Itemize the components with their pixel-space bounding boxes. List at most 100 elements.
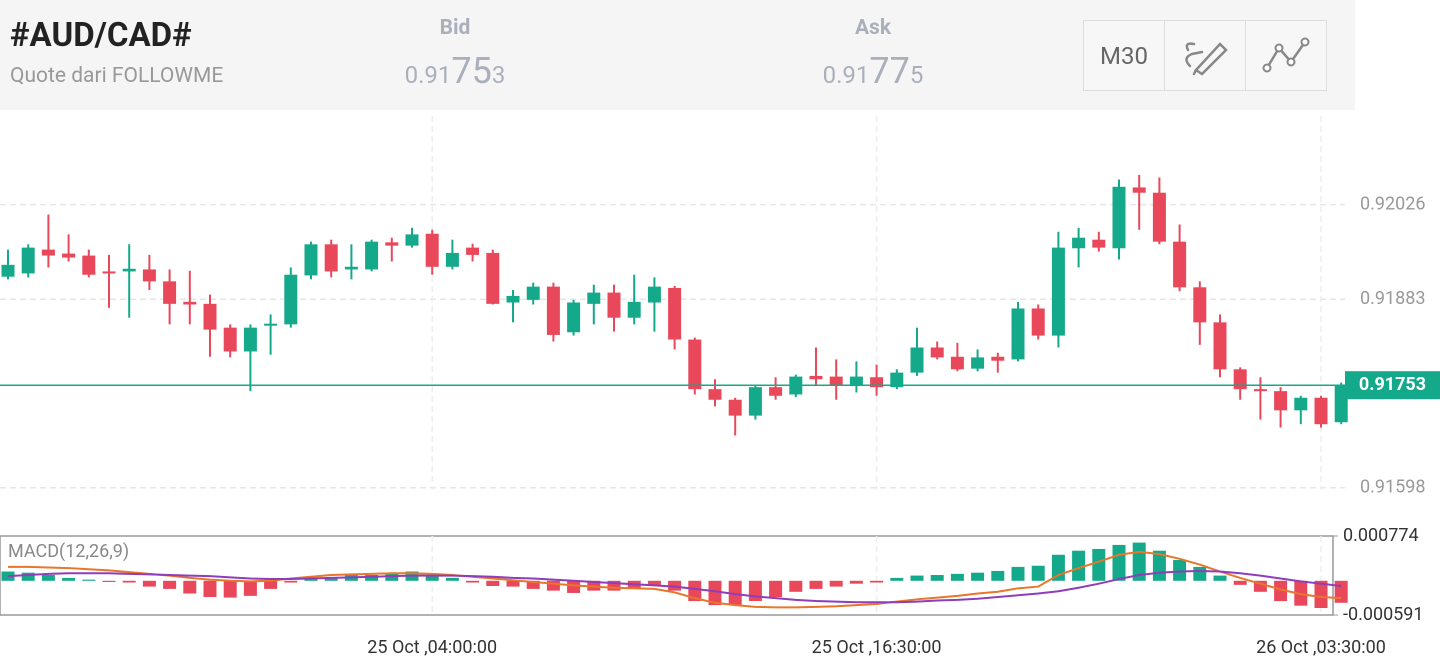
histogram-bar	[1011, 566, 1025, 581]
histogram-bar	[243, 580, 257, 596]
histogram-bar	[425, 575, 439, 581]
macd-line	[7, 569, 1342, 604]
indicator-icon	[1262, 37, 1310, 72]
candle-body	[1031, 308, 1045, 336]
candle-body	[1112, 186, 1126, 249]
candle-body	[183, 301, 197, 305]
candle-body	[122, 268, 136, 272]
histogram-bar	[203, 580, 217, 598]
bid-suffix: 3	[491, 61, 506, 89]
histogram-bar	[567, 580, 581, 593]
histogram-bar	[1274, 580, 1288, 602]
histogram-bar	[21, 572, 35, 581]
histogram-bar	[506, 580, 520, 587]
candle-body	[142, 269, 156, 282]
candle-body	[1213, 322, 1227, 370]
histogram-bar	[647, 580, 661, 587]
candle-body	[1173, 241, 1187, 288]
y-tick-label: -0.000591	[1343, 604, 1424, 625]
quote-header: #AUD/CAD# Quote dari FOLLOWME Bid 0.9175…	[0, 0, 1355, 110]
histogram-bar	[62, 577, 76, 581]
toolbar: M30	[1083, 20, 1327, 91]
candle-body	[607, 292, 621, 318]
candle-body	[1274, 391, 1288, 411]
candle-body	[1092, 239, 1106, 248]
histogram-bar	[950, 573, 964, 581]
histogram-bar	[324, 577, 338, 581]
candle-body	[546, 286, 560, 335]
histogram-bar	[284, 580, 298, 583]
candle-body	[587, 292, 601, 304]
candle-body	[385, 242, 399, 246]
candle-body	[910, 347, 924, 373]
histogram-bar	[163, 580, 177, 589]
histogram-bar	[1233, 580, 1247, 585]
ask-quote: Ask 0.91775	[773, 16, 973, 92]
histogram-bar	[728, 580, 742, 606]
ask-pips: 77	[869, 50, 910, 92]
histogram-bar	[930, 575, 944, 581]
candle-body	[1294, 397, 1308, 411]
candle-body	[688, 339, 702, 390]
indicator-button[interactable]	[1246, 21, 1326, 90]
candle-body	[425, 233, 439, 267]
draw-button[interactable]	[1165, 21, 1246, 90]
histogram-bar	[1253, 580, 1267, 592]
candle-body	[1072, 237, 1086, 249]
candle-body	[849, 376, 863, 385]
candle-body	[748, 387, 762, 416]
macd-frame	[0, 535, 1334, 616]
candle-body	[809, 375, 823, 380]
histogram-bar	[1072, 550, 1086, 581]
candle-body	[163, 281, 177, 304]
ask-label: Ask	[854, 16, 892, 40]
histogram-bar	[748, 580, 762, 602]
candle-body	[627, 301, 641, 318]
candle-body	[567, 302, 581, 333]
y-tick-label: 0.92026	[1360, 193, 1425, 214]
bid-pips: 75	[451, 50, 492, 92]
histogram-bar	[486, 580, 500, 587]
histogram-bar	[122, 580, 136, 583]
histogram-bar	[102, 580, 116, 582]
candle-body	[1253, 389, 1267, 392]
histogram-bar	[991, 570, 1005, 581]
histogram-bar	[971, 572, 985, 581]
timeframe-button[interactable]: M30	[1084, 21, 1165, 90]
histogram-bar	[445, 577, 459, 581]
histogram-bar	[829, 580, 843, 587]
histogram-bar	[183, 580, 197, 594]
candle-body	[890, 372, 904, 388]
histogram-bar	[1031, 565, 1045, 581]
candle-body	[1011, 308, 1025, 360]
candle-body	[1314, 397, 1328, 425]
candle-body	[41, 249, 55, 256]
candle-body	[324, 244, 338, 272]
candle-body	[486, 252, 500, 304]
last-price-badge	[1345, 371, 1440, 400]
candle-body	[769, 387, 783, 396]
candle-body	[930, 347, 944, 358]
histogram-bar	[526, 580, 540, 589]
candle-body	[991, 356, 1005, 361]
candle-body	[829, 376, 843, 386]
y-tick-label: 0.91883	[1360, 288, 1425, 309]
histogram-bar	[1314, 580, 1328, 608]
histogram-bar	[890, 577, 904, 581]
x-tick-label: 25 Oct ,04:00:00	[367, 637, 497, 656]
candle-body	[1051, 247, 1065, 336]
draw-icon	[1185, 41, 1228, 76]
quote-source: Quote dari FOLLOWME	[10, 64, 224, 88]
histogram-bar	[82, 579, 96, 581]
y-tick-label: 0.91598	[1360, 476, 1425, 497]
candle-body	[870, 377, 884, 388]
x-tick-label: 26 Oct ,03:30:00	[1256, 637, 1386, 656]
candle-body	[466, 247, 480, 255]
bid-label: Bid	[439, 16, 471, 40]
macd-line	[8, 550, 1342, 609]
candle-body	[526, 286, 540, 300]
histogram-bar	[607, 580, 621, 591]
candle-body	[1193, 287, 1207, 323]
